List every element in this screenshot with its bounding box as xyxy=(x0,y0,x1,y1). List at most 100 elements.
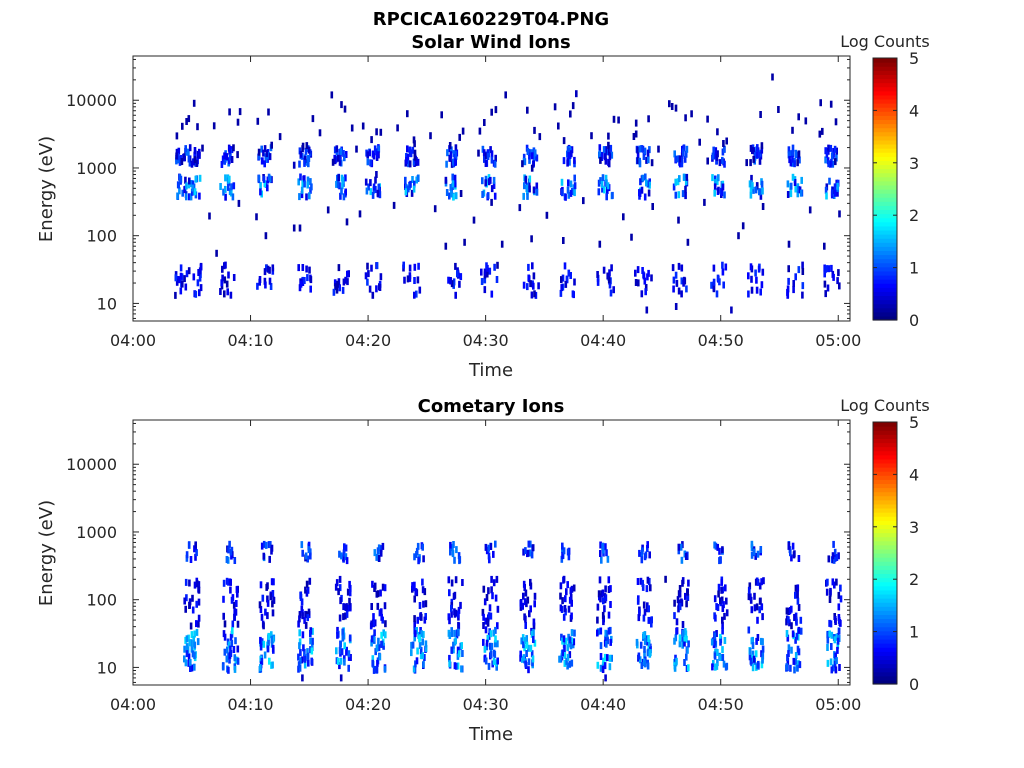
spectrogram-cell xyxy=(683,550,687,558)
spectrogram-cell xyxy=(761,187,764,195)
spectrogram-cell xyxy=(685,285,688,293)
colorbar-segment xyxy=(873,548,897,554)
spectrogram-cell xyxy=(761,203,765,210)
spectrogram-cell xyxy=(609,289,613,297)
spectrogram-cell xyxy=(504,91,507,99)
spectrogram-cell xyxy=(185,643,189,651)
colorbar-segment xyxy=(873,638,897,644)
spectrogram-cell xyxy=(787,644,791,652)
spectrogram-cell xyxy=(373,619,377,627)
spectrogram-cell xyxy=(601,185,604,193)
spectrogram-cell xyxy=(537,282,540,290)
spectrogram-cell xyxy=(222,630,226,638)
colorbar-segment xyxy=(873,299,897,305)
spectrogram-cell xyxy=(195,600,198,608)
spectrogram-cell xyxy=(402,261,405,269)
spectrogram-cell xyxy=(384,631,387,639)
spectrogram-cell xyxy=(753,592,756,600)
spectrogram-cell xyxy=(303,175,306,183)
spectrogram-cell xyxy=(221,155,225,163)
spectrogram-cell xyxy=(413,553,416,561)
spectrogram-cell xyxy=(646,576,650,584)
spectrogram-cell xyxy=(372,183,376,191)
colorbar-segment xyxy=(873,111,897,116)
spectrogram-cell xyxy=(264,232,268,240)
spectrogram-cell xyxy=(175,157,178,165)
spectrogram-cell xyxy=(801,261,804,269)
spectrogram-cell xyxy=(599,642,603,650)
spectrogram-cell xyxy=(777,106,780,113)
spectrogram-cell xyxy=(182,153,186,161)
spectrogram-cell xyxy=(349,584,352,592)
spectrogram-cell xyxy=(826,659,830,667)
spectrogram-cell xyxy=(720,596,724,604)
spectrogram-cell xyxy=(754,552,757,560)
spectrogram-cell xyxy=(786,191,790,198)
spectrogram-cell xyxy=(366,262,369,270)
spectrogram-cell xyxy=(791,155,794,163)
spectrogram-cell xyxy=(413,621,416,629)
spectrogram-cell xyxy=(265,150,269,158)
spectrogram-cell xyxy=(418,602,422,609)
spectrogram-cell xyxy=(713,179,717,187)
spectrogram-cell xyxy=(826,644,829,651)
spectrogram-cell xyxy=(747,290,750,298)
spectrogram-cell xyxy=(303,648,306,656)
spectrogram-cell xyxy=(174,274,178,282)
spectrogram-cell xyxy=(533,290,536,298)
spectrogram-cell xyxy=(303,156,307,163)
spectrogram-cell xyxy=(569,180,573,188)
spectrogram-cell xyxy=(456,646,460,654)
colorbar-tick-label: 4 xyxy=(909,101,919,120)
spectrogram-cell xyxy=(228,540,231,548)
spectrogram-cell xyxy=(452,158,455,166)
spectrogram-cell xyxy=(524,622,527,629)
spectrogram-cell xyxy=(180,158,184,165)
spectrogram-cell xyxy=(176,153,180,161)
x-tick-label: 04:50 xyxy=(698,695,744,714)
colorbar-segment xyxy=(873,618,897,624)
spectrogram-cell xyxy=(642,632,645,639)
spectrogram-cell xyxy=(599,550,602,557)
spectrogram-cell xyxy=(194,541,197,549)
spectrogram-cell xyxy=(674,271,678,279)
spectrogram-cell xyxy=(311,627,314,635)
spectrogram-cell xyxy=(634,130,638,138)
spectrogram-cell xyxy=(187,267,191,275)
spectrogram-cell xyxy=(570,629,574,637)
colorbar-segment xyxy=(873,238,897,243)
spectrogram-cell xyxy=(380,631,383,639)
spectrogram-cell xyxy=(379,589,382,597)
spectrogram-cell xyxy=(187,155,191,163)
spectrogram-cell xyxy=(318,129,322,137)
spectrogram-cell xyxy=(225,556,229,563)
spectrogram-cell xyxy=(450,610,453,618)
spectrogram-cell xyxy=(342,150,345,157)
spectrogram-cell xyxy=(755,182,759,190)
spectrogram-cell xyxy=(449,541,452,549)
spectrogram-cell xyxy=(678,599,682,607)
spectrogram-cell xyxy=(461,579,464,586)
colorbar-segment xyxy=(873,115,897,120)
spectrogram-cell xyxy=(637,652,641,660)
spectrogram-cell xyxy=(292,161,296,169)
spectrogram-cell xyxy=(379,273,383,281)
spectrogram-cell xyxy=(752,186,755,194)
spectrogram-cell xyxy=(789,190,793,198)
spectrogram-cell xyxy=(833,189,837,197)
spectrogram-cell xyxy=(674,191,678,199)
spectrogram-cell xyxy=(416,542,420,550)
spectrogram-cell xyxy=(829,587,832,595)
spectrogram-cell xyxy=(343,105,347,113)
spectrogram-cell xyxy=(309,285,312,293)
spectrogram-cell xyxy=(790,646,793,654)
spectrogram-cell xyxy=(797,150,801,158)
x-tick-label: 04:20 xyxy=(345,695,391,714)
colorbar-segment xyxy=(873,225,897,231)
spectrogram-cell xyxy=(608,654,612,662)
spectrogram-cell xyxy=(799,627,803,635)
colorbar-segment xyxy=(873,209,897,215)
spectrogram-cell xyxy=(530,551,534,559)
spectrogram-cell xyxy=(674,303,678,310)
spectrogram-cell xyxy=(824,266,827,274)
